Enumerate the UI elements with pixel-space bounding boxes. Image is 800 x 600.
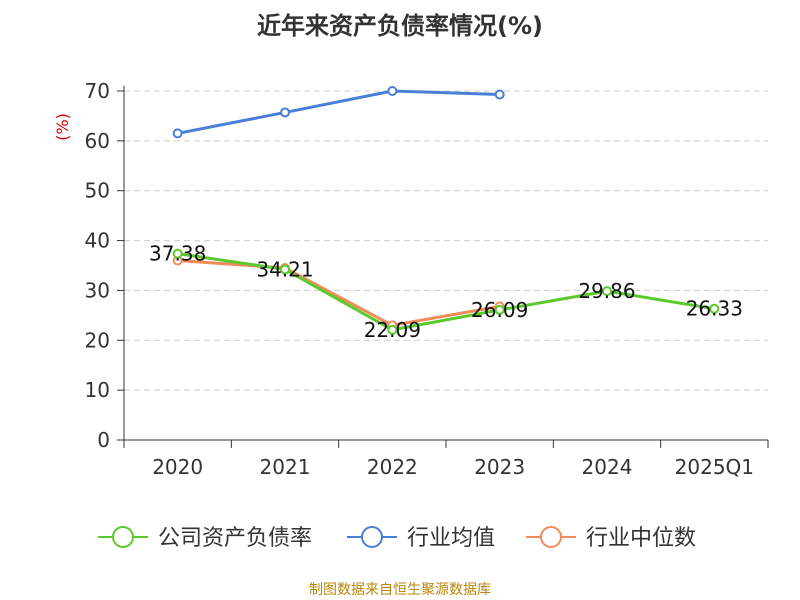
- chart-title: 近年来资产负债率情况(%): [257, 12, 543, 40]
- data-point: [387, 324, 398, 335]
- data-label: 26.33: [686, 297, 743, 321]
- data-label: 26.09: [471, 298, 528, 322]
- grid-lines: [124, 90, 768, 391]
- data-label: 29.86: [578, 279, 635, 303]
- y-tick-label: 10: [85, 378, 110, 402]
- y-axis-label: (%): [53, 113, 72, 141]
- legend: 公司资产负债率 行业均值 行业中位数: [98, 526, 696, 551]
- y-tick-label: 70: [85, 79, 110, 103]
- x-tick-label: 2024: [582, 455, 633, 479]
- y-tick-label: 40: [85, 229, 110, 253]
- data-point: [494, 89, 505, 100]
- y-tick-label: 60: [85, 129, 110, 153]
- footer-source: 制图数据来自恒生聚源数据库: [309, 582, 491, 598]
- data-label: 22.09: [364, 318, 421, 342]
- axes: 0 10 20 30 40 50 60 70 2020 2021 2022 2023 2024 2025Q…: [85, 79, 769, 479]
- y-tick-label: 20: [85, 328, 110, 352]
- x-tick-label: 2023: [474, 455, 525, 479]
- data-point: [709, 303, 720, 314]
- x-tick-label: 2020: [152, 455, 203, 479]
- data-point: [280, 107, 290, 118]
- series-lines: [172, 86, 720, 335]
- data-point: [280, 264, 290, 275]
- legend-marker: [112, 526, 134, 548]
- legend-label: 行业均值: [407, 526, 495, 551]
- y-tick-label: 0: [97, 428, 110, 452]
- x-tick-label: 2021: [260, 455, 311, 479]
- legend-label: 行业中位数: [586, 526, 696, 551]
- data-point: [602, 286, 612, 297]
- data-point: [172, 248, 183, 259]
- data-labels: 37.38 34.21 22.09 26.09 29.86 26.33: [149, 242, 743, 342]
- series-line: [177, 252, 715, 332]
- series-line: [177, 259, 500, 327]
- data-label: 34.21: [256, 257, 313, 281]
- y-tick-label: 50: [85, 179, 110, 203]
- data-point: [172, 128, 183, 139]
- series-line: [177, 89, 500, 135]
- data-label: 37.38: [149, 242, 206, 266]
- legend-marker: [361, 526, 383, 548]
- legend-marker: [540, 526, 562, 548]
- legend-label: 公司资产负债率: [158, 526, 312, 551]
- data-point: [494, 304, 505, 315]
- x-tick-label: 2022: [367, 455, 418, 479]
- data-point: [387, 86, 398, 96]
- y-tick-label: 30: [85, 278, 110, 302]
- x-tick-label: 2025Q1: [675, 455, 754, 479]
